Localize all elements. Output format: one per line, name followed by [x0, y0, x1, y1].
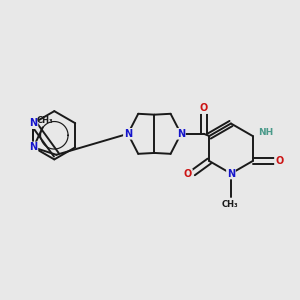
Text: N: N: [124, 129, 132, 139]
Text: O: O: [200, 103, 208, 113]
Text: CH₃: CH₃: [221, 200, 238, 209]
Text: O: O: [184, 169, 192, 179]
Text: N: N: [227, 169, 235, 178]
Text: NH: NH: [259, 128, 274, 137]
Text: CH₃: CH₃: [37, 116, 53, 125]
Text: O: O: [275, 156, 283, 166]
Text: N: N: [177, 129, 185, 139]
Text: N: N: [29, 142, 38, 152]
Text: N: N: [29, 118, 38, 128]
